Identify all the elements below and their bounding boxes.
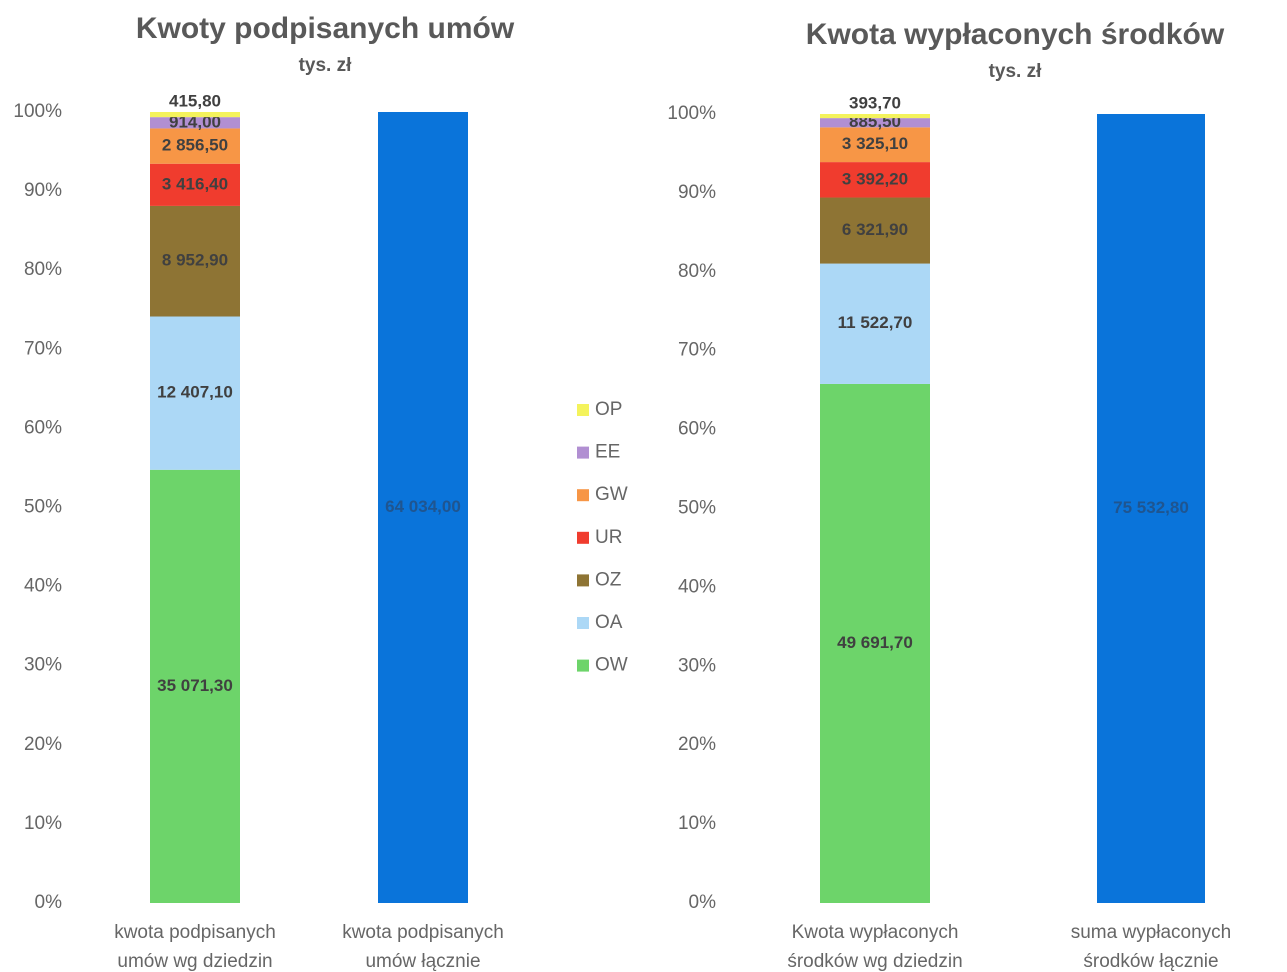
legend-swatch <box>577 404 589 416</box>
x-tick-label: kwota podpisanych umów wg dziedzin <box>114 922 276 972</box>
bar-segment <box>150 163 240 206</box>
y-tick-label: 30% <box>24 655 62 676</box>
y-tick-label: 100% <box>667 103 716 124</box>
data-label: 12 407,10 <box>157 383 233 402</box>
data-label: 3 325,10 <box>842 134 908 153</box>
bar-segment <box>820 263 930 384</box>
bar-segment <box>150 128 240 164</box>
legend-label: EE <box>595 442 620 463</box>
legend-label: GW <box>595 484 628 505</box>
y-tick-label: 80% <box>24 259 62 280</box>
data-label: 49 691,70 <box>837 633 913 652</box>
y-tick-label: 90% <box>24 180 62 201</box>
legend-label: OA <box>595 612 623 633</box>
y-tick-label: 50% <box>678 498 716 519</box>
legend-swatch <box>577 446 589 459</box>
legend-label: OP <box>595 399 622 420</box>
y-tick-label: 0% <box>35 892 63 913</box>
chart-title: Kwoty podpisanych umów <box>136 12 515 45</box>
y-tick-label: 60% <box>24 417 62 438</box>
x-tick-label: Kwota wypłaconych środków wg dziedzin <box>787 922 963 972</box>
bar-segment <box>820 162 930 198</box>
y-tick-label: 30% <box>678 655 716 676</box>
bar-segment <box>150 205 240 317</box>
y-tick-label: 60% <box>678 419 716 440</box>
data-label: 6 321,90 <box>842 220 908 239</box>
data-label: 415,80 <box>169 91 221 110</box>
bar-segment <box>150 117 240 129</box>
legend-swatch <box>577 489 589 502</box>
chart-subtitle: tys. zł <box>299 55 353 76</box>
chart-subtitle: tys. zł <box>989 61 1043 82</box>
bar-segment <box>150 316 240 470</box>
y-tick-label: 70% <box>678 340 716 361</box>
data-label: 64 034,00 <box>385 497 461 516</box>
legend-swatch <box>577 574 589 587</box>
y-tick-label: 70% <box>24 338 62 359</box>
legend-label: UR <box>595 527 622 548</box>
bar-segment <box>820 118 930 128</box>
data-label: 11 522,70 <box>838 313 913 332</box>
y-tick-label: 0% <box>689 892 717 913</box>
bar-segment <box>820 114 930 119</box>
y-tick-label: 10% <box>678 813 716 834</box>
y-tick-label: 10% <box>24 813 62 834</box>
y-tick-label: 50% <box>24 497 62 518</box>
legend-swatch <box>577 659 589 672</box>
bar-segment <box>150 112 240 118</box>
y-tick-label: 40% <box>24 576 62 597</box>
x-tick-label: kwota podpisanych umów łącznie <box>342 922 504 972</box>
bar-segment <box>150 469 240 903</box>
bar-segment <box>820 383 930 903</box>
legend-swatch <box>577 531 589 544</box>
y-tick-label: 40% <box>678 576 716 597</box>
legend-label: OW <box>595 655 628 676</box>
y-tick-label: 20% <box>678 734 716 755</box>
bar-segment <box>1097 114 1205 903</box>
y-tick-label: 80% <box>678 261 716 282</box>
data-label: 75 532,80 <box>1113 498 1189 517</box>
data-label: 3 392,20 <box>842 169 908 188</box>
y-tick-label: 20% <box>24 734 62 755</box>
x-tick-label: suma wypłaconych środków łącznie <box>1070 922 1232 972</box>
legend-label: OZ <box>595 569 622 590</box>
chart-title: Kwota wypłaconych środków <box>806 18 1225 51</box>
bar-segment <box>820 197 930 264</box>
legend-swatch <box>577 617 589 629</box>
y-tick-label: 90% <box>678 182 716 203</box>
bar-segment <box>378 112 468 903</box>
data-label: 35 071,30 <box>157 676 233 695</box>
y-tick-label: 100% <box>13 101 62 122</box>
data-label: 393,70 <box>849 93 901 112</box>
data-label: 8 952,90 <box>162 251 228 270</box>
data-label: 2 856,50 <box>162 136 228 155</box>
data-label: 3 416,40 <box>162 174 228 193</box>
bar-segment <box>820 127 930 163</box>
